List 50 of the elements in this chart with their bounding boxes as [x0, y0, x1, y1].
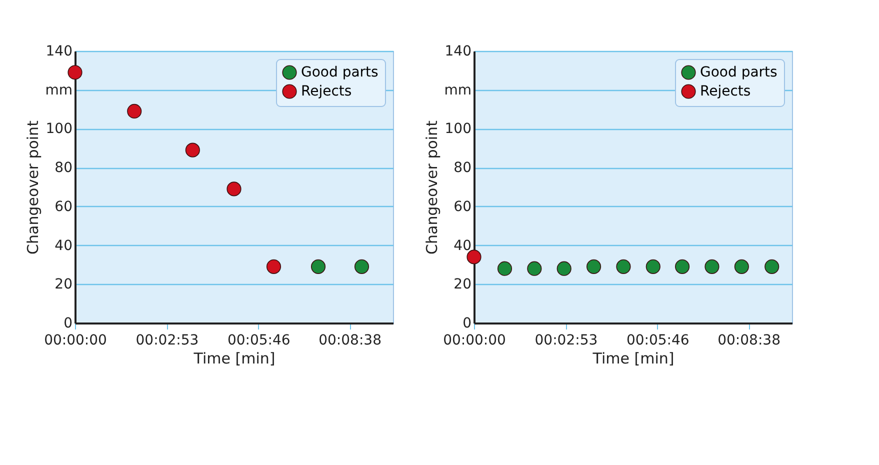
point [466, 250, 482, 264]
x-tick-label: 00:05:46 [227, 332, 290, 348]
point [646, 259, 660, 274]
point [497, 261, 512, 276]
legend-label: Rejects [700, 84, 751, 100]
legend-label: Rejects [301, 84, 352, 100]
point [586, 259, 602, 274]
y-tick-label: 100 [46, 121, 72, 138]
point [734, 259, 749, 274]
point [185, 142, 200, 158]
y-tick-label: 60 [454, 198, 472, 215]
x-tick-label: 00:02:53 [534, 332, 598, 348]
point [675, 259, 690, 274]
y-tick-label: 20 [54, 276, 72, 293]
point [68, 65, 82, 80]
x-tick-label: 00:08:38 [318, 332, 382, 348]
x-tick-label: 00:02:53 [136, 332, 199, 348]
x-tick-label: 00:00:00 [44, 332, 107, 348]
point [764, 259, 780, 274]
x-tick-label: 00:08:38 [718, 332, 780, 348]
point [527, 261, 542, 276]
point [616, 259, 631, 274]
y-tick-label: mm [444, 82, 472, 98]
point [127, 104, 142, 119]
y-tick-label: 140 [444, 44, 472, 60]
point [354, 259, 370, 274]
y-tick-label: mm [45, 82, 72, 98]
y-tick-label: 20 [454, 276, 472, 293]
legend-label: Good parts [301, 64, 378, 80]
legend-label: Good parts [700, 64, 778, 80]
y-tick-label: 0 [462, 316, 472, 332]
point [704, 259, 720, 274]
point [266, 259, 282, 274]
y-axis-title: Changeover point [423, 120, 442, 254]
y-tick-label: 60 [54, 198, 72, 215]
x-axis-title: Time [min] [192, 350, 276, 368]
y-tick-label: 80 [454, 160, 472, 176]
y-tick-label: 100 [444, 121, 472, 138]
point [556, 261, 572, 276]
x-tick-label: 00:00:00 [443, 332, 506, 348]
point [226, 182, 242, 196]
y-tick-label: 140 [46, 44, 72, 60]
y-tick-label: 40 [54, 238, 72, 254]
x-tick-label: 00:05:46 [626, 332, 690, 348]
y-tick-label: 0 [64, 316, 72, 332]
y-tick-label: 40 [454, 238, 472, 254]
point [310, 259, 326, 274]
x-axis-title: Time [min] [592, 350, 674, 368]
y-axis-title: Changeover point [24, 120, 42, 254]
y-tick-label: 80 [54, 160, 72, 176]
